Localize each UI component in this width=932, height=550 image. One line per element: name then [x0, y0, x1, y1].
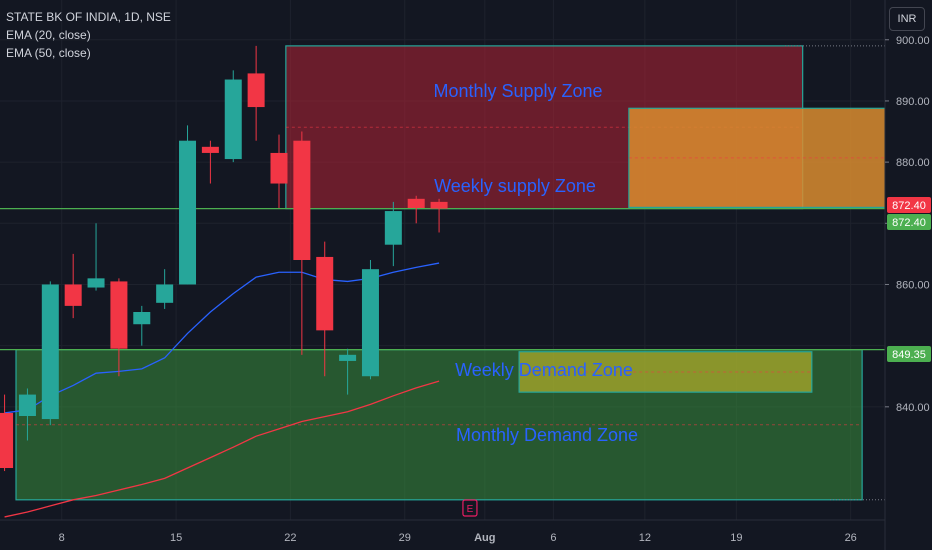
candle-body: [270, 152, 288, 184]
x-tick-label: 19: [730, 532, 742, 544]
candle-body: [384, 211, 402, 245]
x-tick-label: 6: [550, 532, 556, 544]
price-label: 849.35: [892, 349, 926, 361]
y-tick-label: 840.00: [896, 402, 930, 414]
price-label: 872.40: [892, 200, 926, 212]
x-tick-label: 22: [284, 532, 296, 544]
earnings-marker: [462, 499, 478, 517]
y-tick-label: 890.00: [896, 96, 930, 108]
candle-body: [224, 79, 242, 160]
earnings-marker-label: E: [467, 504, 474, 515]
price-axis: [885, 0, 932, 550]
y-tick-label: 860.00: [896, 279, 930, 291]
y-tick-label: 880.00: [896, 157, 930, 169]
ema50-legend[interactable]: EMA (50, close): [6, 46, 91, 60]
x-tick-label: Aug: [474, 532, 495, 544]
symbol-title[interactable]: STATE BK OF INDIA, 1D, NSE: [6, 10, 171, 24]
zone-label: Weekly Demand Zone: [455, 360, 633, 380]
currency-button[interactable]: INR: [889, 7, 925, 31]
candle-body: [133, 312, 151, 325]
candle-body: [293, 140, 311, 260]
x-tick-label: 29: [399, 532, 411, 544]
candle-body: [64, 284, 82, 306]
x-tick-label: 15: [170, 532, 182, 544]
price-label-bg: [887, 197, 931, 213]
zone-label: Weekly supply Zone: [434, 176, 596, 196]
x-tick-label: 26: [845, 532, 857, 544]
price-label: 872.40: [892, 217, 926, 229]
candle-body: [361, 269, 379, 377]
candle-body: [339, 354, 357, 361]
zone-label: Monthly Supply Zone: [433, 81, 602, 101]
candle-body: [87, 278, 105, 288]
candle-body: [179, 140, 197, 285]
candle-body: [407, 198, 425, 208]
price-label-bg: [887, 214, 931, 230]
chart-legend: STATE BK OF INDIA, 1D, NSE EMA (20, clos…: [6, 8, 171, 62]
candle-body: [0, 412, 14, 468]
x-tick-label: 12: [639, 532, 651, 544]
candle-body: [110, 281, 128, 349]
candle-body: [156, 284, 174, 303]
y-tick-label: 900.00: [896, 35, 930, 47]
ema50-line: [4, 380, 440, 518]
ema20-legend[interactable]: EMA (20, close): [6, 28, 91, 42]
candle-body: [316, 256, 334, 331]
zone-label: Monthly Demand Zone: [456, 425, 638, 445]
candle-body: [430, 201, 448, 209]
x-tick-label: 8: [59, 532, 65, 544]
candle-body: [247, 73, 265, 108]
candle-body: [18, 394, 36, 416]
candle-body: [41, 284, 59, 420]
price-label-bg: [887, 346, 931, 362]
candle-body: [201, 146, 219, 153]
